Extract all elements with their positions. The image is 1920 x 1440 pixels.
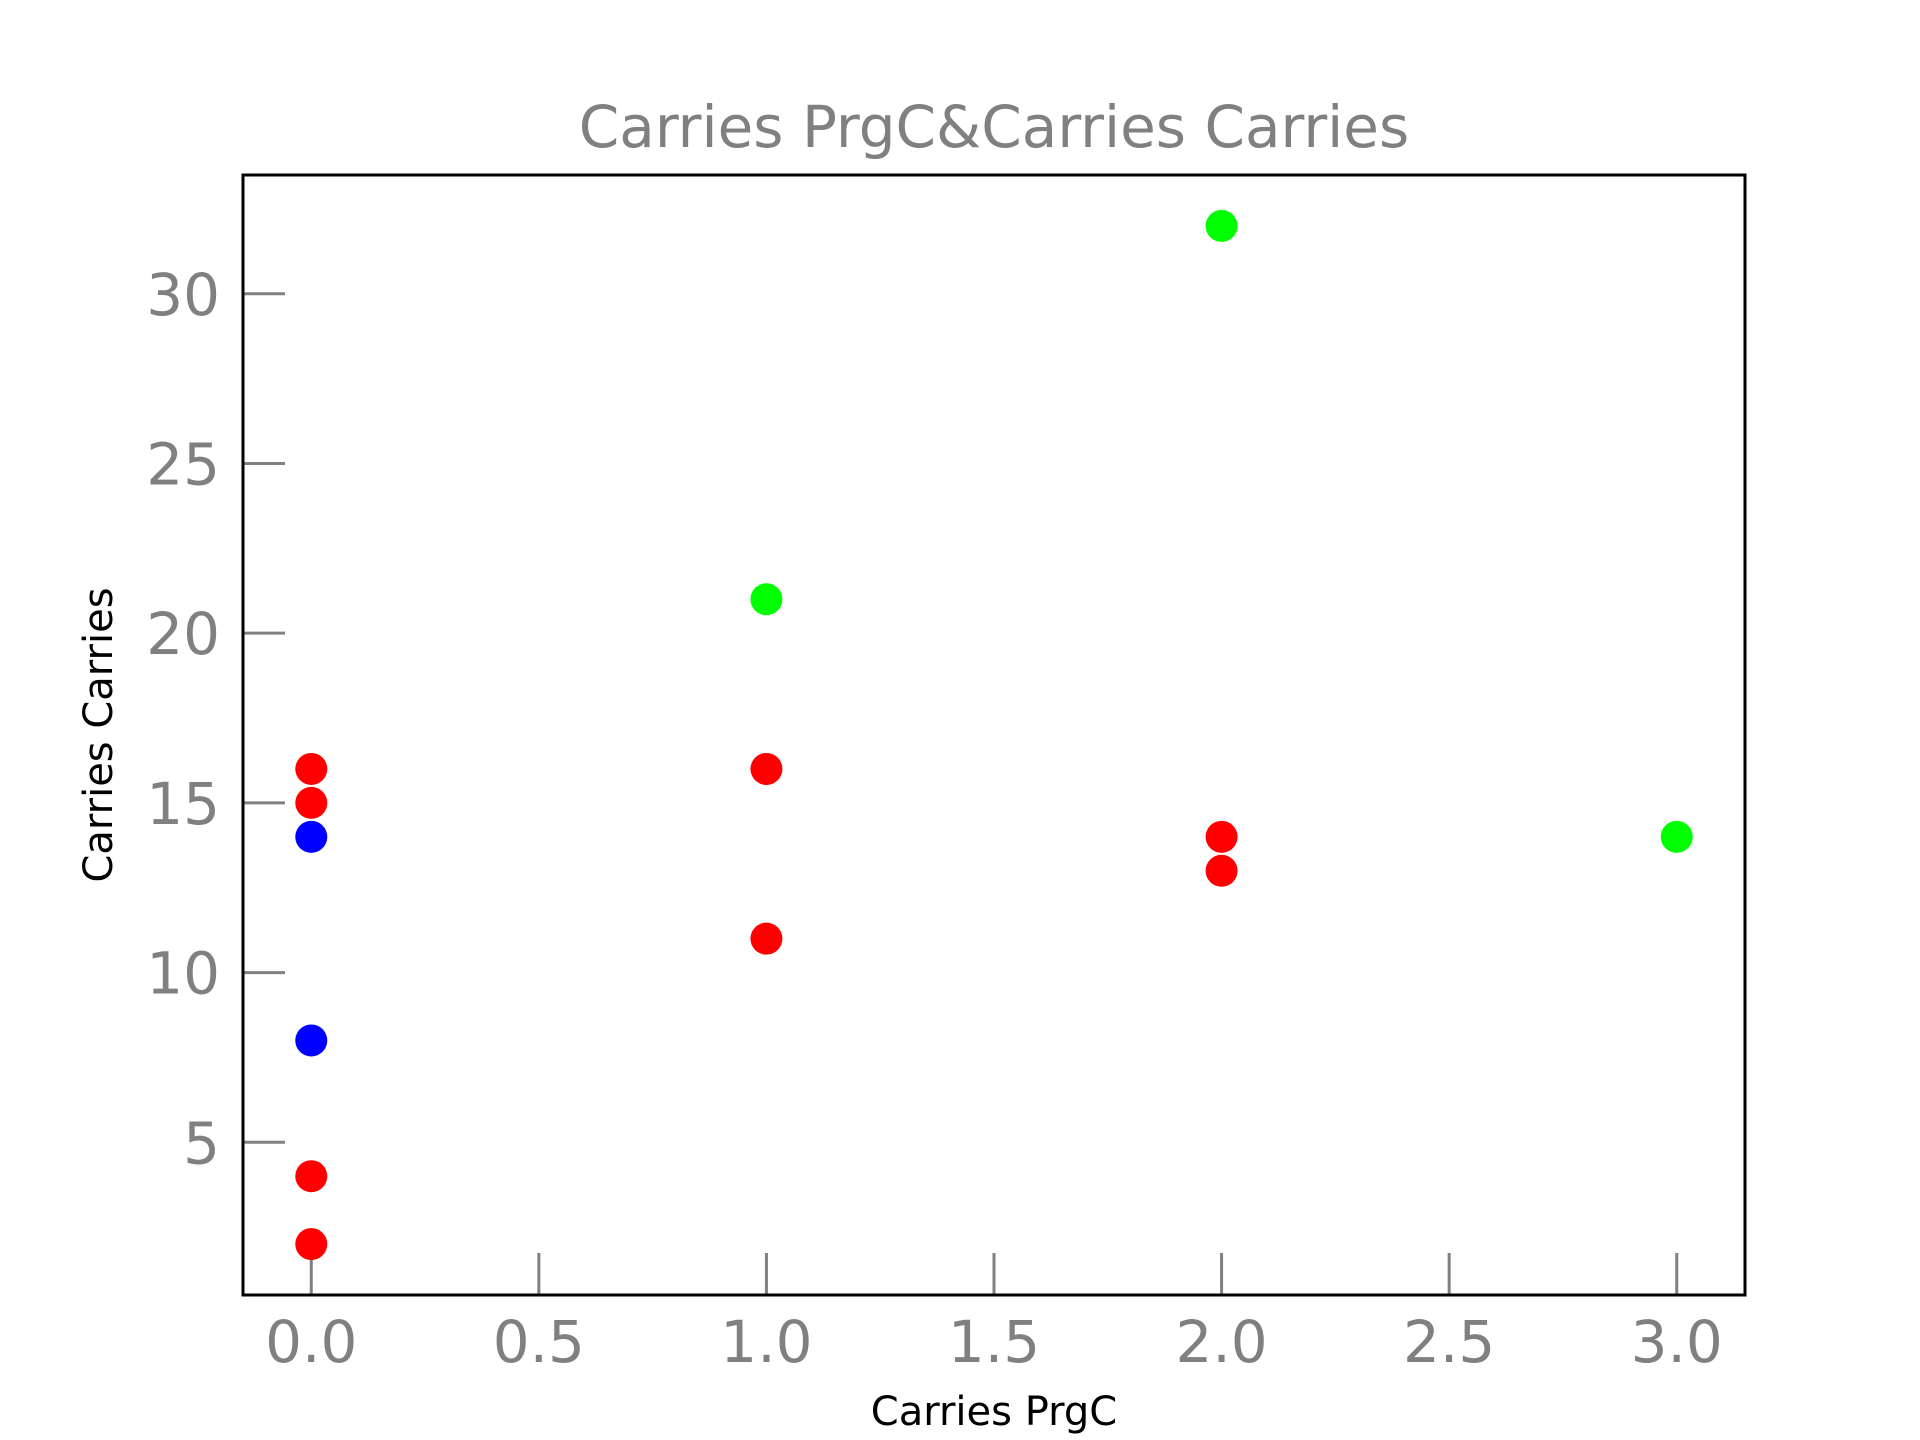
y-tick-label: 10 — [146, 940, 220, 1008]
data-point — [1205, 854, 1238, 887]
data-point — [750, 922, 783, 955]
data-point — [295, 1160, 328, 1193]
data-point — [1205, 209, 1238, 242]
y-tick-label: 25 — [146, 430, 220, 498]
x-tick-label: 0.5 — [493, 1308, 585, 1376]
data-point — [750, 583, 783, 616]
chart-title: Carries PrgC&Carries Carries — [579, 93, 1409, 161]
data-point — [295, 820, 328, 853]
x-tick-label: 3.0 — [1631, 1308, 1723, 1376]
y-tick-label: 15 — [146, 770, 220, 838]
x-tick-label: 1.5 — [948, 1308, 1040, 1376]
y-tick-label: 30 — [146, 261, 220, 329]
y-tick-label: 5 — [183, 1109, 220, 1177]
x-tick-label: 0.0 — [265, 1308, 357, 1376]
x-tick-label: 1.0 — [720, 1308, 812, 1376]
x-tick-label: 2.5 — [1403, 1308, 1495, 1376]
x-tick-label: 2.0 — [1175, 1308, 1267, 1376]
plot-frame — [241, 173, 1747, 1297]
x-axis-label: Carries PrgC — [871, 1389, 1117, 1435]
data-point — [750, 752, 783, 785]
data-point — [295, 1024, 328, 1057]
y-axis-label: Carries Carries — [76, 587, 122, 882]
data-point — [1660, 820, 1693, 853]
data-points — [295, 209, 1693, 1261]
data-point — [295, 752, 328, 785]
data-point — [1205, 820, 1238, 853]
data-point — [295, 1228, 328, 1261]
y-tick-label: 20 — [146, 600, 220, 668]
axis-ticks: 0.0 0.5 1.0 1.5 2.0 2.5 3.0 5 10 15 20 25 30 — [146, 261, 1723, 1376]
data-point — [295, 786, 328, 819]
